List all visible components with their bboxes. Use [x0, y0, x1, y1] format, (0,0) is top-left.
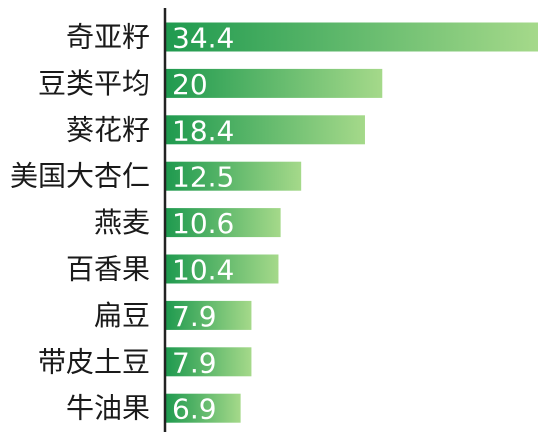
value-label-1: 20 [172, 68, 208, 101]
bar-2 [166, 115, 365, 145]
bar-0 [166, 22, 538, 52]
value-label-3: 12.5 [172, 161, 234, 194]
value-label-0: 34.4 [172, 22, 234, 55]
category-label-3: 美国大杏仁 [10, 160, 150, 193]
category-label-4: 燕麦 [94, 206, 150, 239]
value-label-7: 7.9 [172, 346, 217, 379]
bar-5 [166, 254, 279, 284]
category-label-5: 百香果 [66, 253, 150, 286]
bar-3 [166, 161, 302, 191]
bar-1 [166, 68, 383, 98]
value-label-6: 7.9 [172, 300, 217, 333]
category-label-0: 奇亚籽 [66, 21, 150, 54]
category-label-2: 葵花籽 [66, 113, 150, 146]
value-label-5: 10.4 [172, 254, 234, 287]
value-label-8: 6.9 [172, 393, 217, 426]
category-label-6: 扁豆 [94, 299, 150, 332]
value-label-4: 10.6 [172, 207, 234, 240]
bar-6 [166, 300, 252, 330]
bar-7 [166, 347, 252, 377]
category-label-7: 带皮土豆 [38, 345, 150, 378]
category-label-8: 牛油果 [66, 392, 150, 425]
category-label-1: 豆类平均 [38, 67, 150, 100]
value-label-2: 18.4 [172, 114, 234, 147]
bar-8 [166, 393, 241, 423]
bar-4 [166, 208, 281, 238]
